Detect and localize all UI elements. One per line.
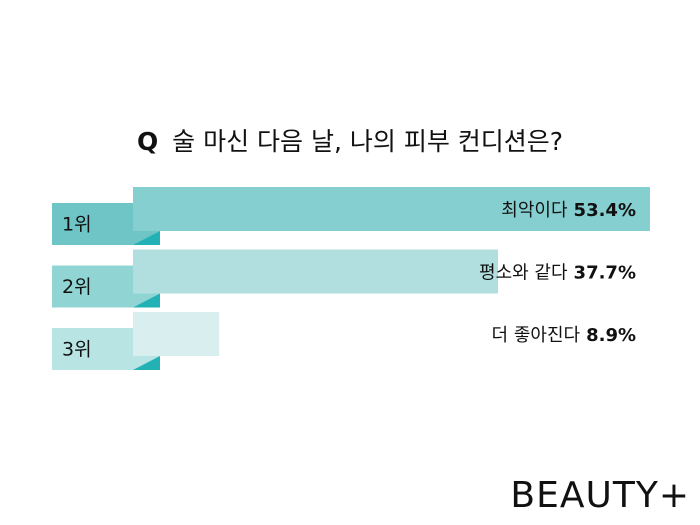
bar-label: 평소와 같다 37.7% [479, 263, 636, 284]
rank-label: 2위 [62, 276, 92, 298]
bar [133, 249, 498, 294]
bar-fold-shade [133, 293, 160, 308]
bar-label: 더 좋아진다 8.9% [492, 325, 636, 346]
bar-fold-shade [133, 356, 160, 370]
category-label: 평소와 같다 [479, 263, 568, 284]
value-label: 8.9% [586, 325, 636, 346]
title-text: 술 마신 다음 날, 나의 피부 컨디션은? [172, 127, 563, 156]
bar-label: 최악이다 53.4% [501, 200, 636, 221]
title-prefix: Q [137, 127, 158, 156]
rank-box [52, 328, 133, 370]
rank-box [52, 203, 133, 245]
rank-label: 1위 [62, 214, 92, 236]
category-label: 최악이다 [501, 200, 568, 221]
chart-title: Q 술 마신 다음 날, 나의 피부 컨디션은? [137, 127, 563, 156]
value-label: 53.4% [574, 200, 636, 221]
bar [133, 187, 650, 231]
rank-box [52, 265, 133, 308]
bar-fold-shade [133, 231, 160, 245]
value-label: 37.7% [574, 263, 636, 284]
rank-label: 3위 [62, 339, 92, 361]
brand-logo: BEAUTY+ [510, 475, 690, 516]
bar [133, 312, 220, 356]
category-label: 더 좋아진다 [492, 325, 581, 346]
